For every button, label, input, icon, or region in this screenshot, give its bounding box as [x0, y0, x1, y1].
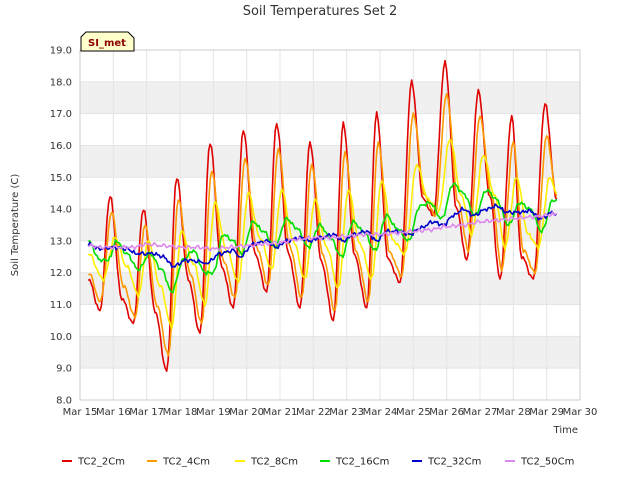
plot-border — [79, 49, 581, 401]
x-tick-label: Mar 26 — [429, 407, 464, 418]
grid-band — [80, 336, 580, 369]
legend-label: TC2_32Cm — [427, 457, 481, 468]
y-tick-label: 13.0 — [50, 236, 72, 247]
x-axis-label: Time — [553, 425, 578, 436]
y-tick-label: 9.0 — [56, 364, 72, 375]
chart-title: Soil Temperatures Set 2 — [243, 4, 398, 19]
y-tick-label: 11.0 — [50, 300, 72, 311]
series-line-tc2-4cm — [88, 93, 558, 357]
y-tick-label: 15.0 — [50, 173, 72, 184]
x-tick-label: Mar 15 — [63, 407, 98, 418]
x-tick-label: Mar 20 — [229, 407, 264, 418]
x-tick-label: Mar 18 — [163, 407, 198, 418]
badge-shape — [80, 31, 135, 52]
x-tick-label: Mar 19 — [196, 407, 231, 418]
legend-label: TC2_2Cm — [77, 457, 125, 468]
y-tick-label: 16.0 — [50, 141, 72, 152]
x-tick-label: Mar 21 — [263, 407, 298, 418]
x-tick-label: Mar 25 — [396, 407, 431, 418]
y-axis-label: Soil Temperature (C) — [10, 174, 21, 277]
legend-label: TC2_50Cm — [520, 457, 574, 468]
legend-label: TC2_4Cm — [162, 457, 210, 468]
y-tick-label: 12.0 — [50, 268, 72, 279]
x-tick-label: Mar 27 — [463, 407, 498, 418]
y-tick-label: 19.0 — [50, 46, 72, 57]
grid-band — [80, 81, 580, 114]
x-tick-label: Mar 30 — [563, 407, 598, 418]
series-lines — [87, 59, 558, 372]
x-tick-label: Mar 24 — [363, 407, 398, 418]
badge: SI_met — [80, 31, 135, 52]
badge-label: SI_met — [88, 38, 126, 49]
series-line-tc2-16cm — [88, 182, 558, 294]
y-tick-label: 18.0 — [50, 77, 72, 88]
x-tick-label: Mar 28 — [496, 407, 531, 418]
x-tick-label: Mar 22 — [296, 407, 331, 418]
y-tick-label: 10.0 — [50, 332, 72, 343]
grid-band — [80, 145, 580, 178]
y-tick-label: 8.0 — [56, 396, 72, 407]
legend-label: TC2_16Cm — [335, 457, 389, 468]
y-tick-label: 14.0 — [50, 205, 72, 216]
series-line-tc2-50cm — [88, 211, 557, 252]
legend-label: TC2_8Cm — [250, 457, 298, 468]
y-tick-label: 17.0 — [50, 109, 72, 120]
x-tick-label: Mar 29 — [529, 407, 564, 418]
x-tick-label: Mar 16 — [96, 407, 131, 418]
x-tick-label: Mar 17 — [129, 407, 164, 418]
series-line-tc2-2cm — [87, 59, 558, 372]
series-line-tc2-8cm — [87, 138, 558, 330]
x-tick-label: Mar 23 — [329, 407, 364, 418]
legend: TC2_2Cm TC2_4Cm TC2_8Cm TC2_16Cm TC2_32Cm TC2… — [62, 457, 574, 468]
